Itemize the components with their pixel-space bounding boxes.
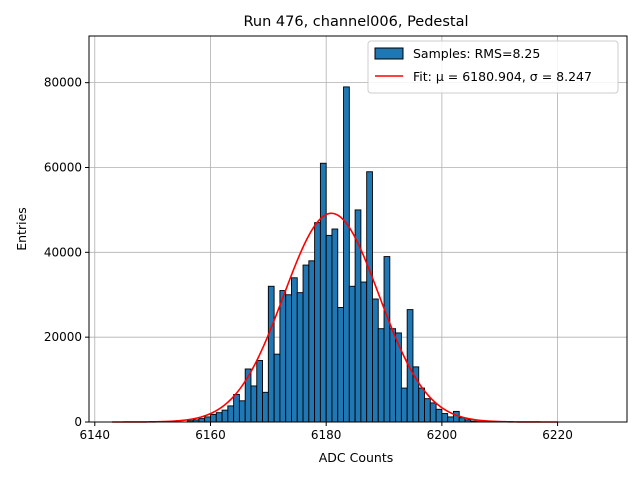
x-tick-label: 6180 <box>311 428 342 442</box>
histogram-bar <box>372 298 379 423</box>
histogram-bar <box>348 285 356 423</box>
legend-box <box>367 40 619 94</box>
chart-title: Run 476, channel006, Pedestal <box>243 14 468 30</box>
histogram-bar <box>343 86 350 423</box>
histogram-bar <box>389 328 397 423</box>
histogram-bar <box>308 260 316 423</box>
histogram-bar <box>302 264 310 423</box>
legend: Samples: RMS=8.25 Fit: μ = 6180.904, σ =… <box>367 40 619 94</box>
histogram-bar <box>424 398 431 423</box>
histogram-bar <box>221 409 229 423</box>
histogram-bar <box>198 418 206 423</box>
x-tick-label: 6160 <box>195 428 226 442</box>
histogram-bar <box>250 385 258 423</box>
histogram-bar <box>366 171 373 423</box>
y-tick-label: 0 <box>74 415 82 429</box>
histogram-bar <box>400 387 408 423</box>
histogram-bar <box>441 413 449 423</box>
histogram-bar <box>296 292 304 423</box>
histogram-bar <box>319 162 327 423</box>
histogram-bar <box>262 391 269 423</box>
histogram-bar <box>291 277 298 423</box>
y-tick-label: 80000 <box>44 76 82 90</box>
histogram-bar <box>360 281 368 423</box>
histogram-bar <box>279 290 287 423</box>
x-tick-label: 6220 <box>542 428 573 442</box>
legend-label-fit: Fit: μ = 6180.904, σ = 8.247 <box>413 69 592 84</box>
histogram-bar <box>256 360 263 423</box>
plot-frame <box>88 35 628 423</box>
histogram-bar <box>267 285 275 423</box>
legend-swatch-samples <box>374 47 404 60</box>
gaussian-fit-curve <box>112 212 558 423</box>
legend-label-samples: Samples: RMS=8.25 <box>413 46 540 61</box>
histogram-bar <box>383 256 391 423</box>
histogram-bar <box>325 234 333 423</box>
y-axis-ticks: 0 20000 40000 60000 80000 <box>44 76 89 429</box>
histogram-bar <box>227 405 235 423</box>
y-tick-label: 60000 <box>44 160 82 174</box>
y-tick-label: 40000 <box>44 245 82 259</box>
histogram-bar <box>418 387 425 423</box>
x-tick-label: 6200 <box>427 428 458 442</box>
x-tick-label: 6140 <box>80 428 111 442</box>
histogram-bar <box>210 413 217 423</box>
x-axis-label: ADC Counts <box>319 450 394 465</box>
histogram-bar <box>204 416 211 423</box>
histogram-bar <box>331 228 339 423</box>
histogram-bar <box>435 408 443 423</box>
x-axis-ticks: 6140 6160 6180 6200 6220 <box>80 422 573 442</box>
histogram-bar <box>377 328 385 423</box>
histogram-bar <box>337 307 344 423</box>
histogram-bar <box>238 400 246 423</box>
histogram-bar <box>233 393 240 423</box>
y-tick-label: 20000 <box>44 330 82 344</box>
histogram-bar <box>314 222 321 423</box>
histogram-bar <box>273 353 281 423</box>
histogram-bar <box>285 294 292 423</box>
histogram-bar <box>429 402 437 423</box>
y-axis-label: Entries <box>14 207 29 251</box>
histogram-bar <box>447 416 454 423</box>
histogram-bar <box>215 412 223 423</box>
